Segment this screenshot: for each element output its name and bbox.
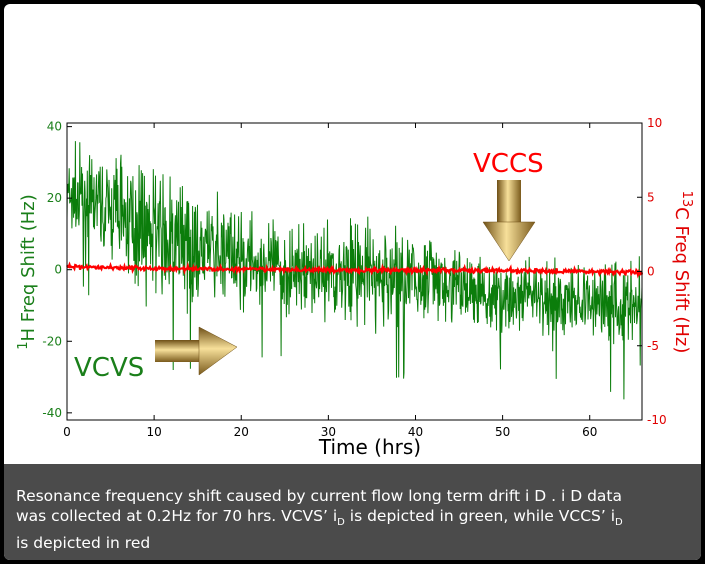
x-tick-label: 10 [146, 425, 161, 439]
x-tick-label: 50 [495, 425, 510, 439]
caption-sub-1: D [337, 517, 345, 529]
vccs-annotation: VCCS [473, 149, 544, 179]
caption-line-2b: is depicted in green, while VCCS’ i [344, 507, 616, 525]
left-axis-label-text: H Freq Shift (Hz) [18, 194, 39, 341]
x-tick-label: 20 [234, 425, 249, 439]
caption-text: Resonance frequency shift caused by curr… [16, 486, 691, 553]
caption-line-2a: was collected at 0.2Hz for 70 hrs. VCVS’… [16, 507, 338, 525]
right-axis-label-sup: 13 [679, 191, 694, 208]
green-series [66, 141, 643, 400]
caption-line-1: Resonance frequency shift caused by curr… [16, 487, 622, 505]
y-right-tick-label: 5 [647, 190, 655, 204]
figure-frame: 0 10 20 30 40 50 60 40 20 0 -20 -40 10 5 0 -5 -10 Time (… [4, 4, 701, 560]
red-series [66, 261, 644, 279]
left-axis-label-sup: 1 [16, 341, 31, 349]
y-left-tick-label: 0 [54, 263, 62, 277]
red-series-line [66, 261, 644, 279]
y-right-tick-label: 10 [647, 116, 662, 130]
caption-line-3: is depicted in red [16, 534, 151, 553]
x-tick-label: 30 [321, 425, 336, 439]
y-left-tick-label: 20 [47, 191, 62, 205]
right-axis-label-text: C Freq Shift (Hz) [671, 207, 692, 353]
y-left-tick-label: 40 [47, 120, 62, 134]
x-tick-label: 60 [582, 425, 597, 439]
x-tick-label: 40 [408, 425, 423, 439]
y-right-tick-label: -5 [647, 339, 659, 353]
vcvs-arrow-icon [155, 326, 238, 376]
y-right-tick-label: 0 [647, 265, 655, 279]
y-left-tick-label: -20 [42, 334, 62, 348]
y-left-tick-label: -40 [42, 406, 62, 420]
y-right-tick-label: -10 [647, 413, 667, 427]
green-series-line [66, 141, 643, 400]
caption-panel: Resonance frequency shift caused by curr… [4, 464, 701, 560]
vcvs-annotation: VCVS [74, 353, 144, 383]
x-tick-label: 0 [63, 425, 71, 439]
right-axis-label: 13C Freq Shift (Hz) [671, 191, 694, 354]
left-axis-label: 1H Freq Shift (Hz) [16, 194, 39, 349]
x-axis-label: Time (hrs) [318, 435, 421, 459]
caption-sub-2: D [615, 517, 623, 529]
vccs-arrow-icon [482, 180, 536, 262]
